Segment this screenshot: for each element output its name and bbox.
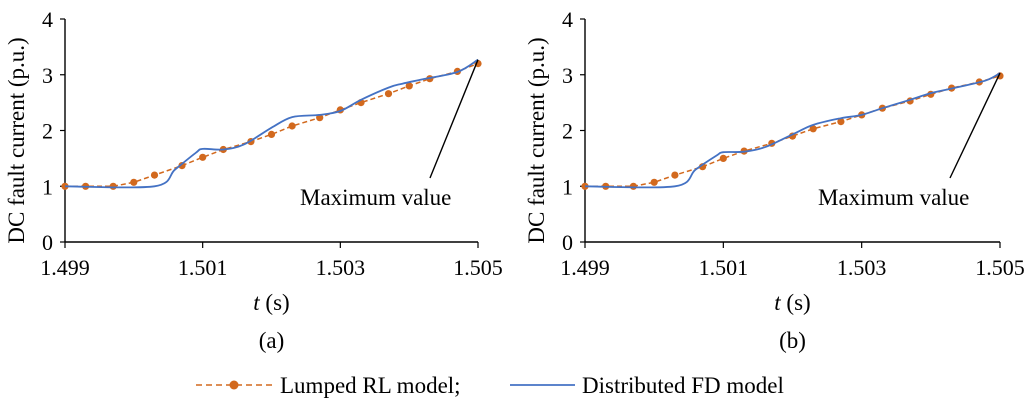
x-tick-label: 1.499 xyxy=(560,255,610,280)
annotation-label: Maximum value xyxy=(300,185,451,210)
y-tick-label: 3 xyxy=(562,63,573,88)
lumped-rl-series-line xyxy=(585,75,1001,188)
x-axis-label: t (s) xyxy=(774,290,810,315)
y-tick-label: 3 xyxy=(42,63,53,88)
x-axis-label-unit: (s) xyxy=(260,290,290,315)
y-tick-label: 2 xyxy=(42,119,53,144)
lumped-rl-series-line xyxy=(65,62,479,188)
x-tick-label: 1.503 xyxy=(316,255,366,280)
annotation-pointer-line xyxy=(949,72,1001,179)
annotation-pointer-line xyxy=(429,59,479,179)
lumped-rl-point xyxy=(130,178,138,186)
x-axis-label-variable: t xyxy=(253,290,260,315)
lumped-rl-point xyxy=(199,153,207,161)
x-tick-label: 1.499 xyxy=(40,255,90,280)
lumped-rl-point xyxy=(109,182,117,190)
panels: 0 1 2 3 4 1.499 1.501 1.503 1.505 DC fault curren… xyxy=(4,7,1025,353)
y-tick-label: 2 xyxy=(562,119,573,144)
lumped-rl-point xyxy=(267,130,276,138)
chart-panel-b: 0 1 2 3 4 1.499 1.501 1.503 1.505 DC fault curren… xyxy=(524,7,1025,353)
lumped-rl-point xyxy=(405,82,413,90)
x-tick-label: 1.501 xyxy=(699,255,749,280)
lumped-rl-point xyxy=(809,125,817,133)
x-tick-label: 1.501 xyxy=(178,255,228,280)
y-tick-label: 4 xyxy=(562,7,573,32)
legend-lumped-marker xyxy=(229,380,239,390)
lumped-rl-point xyxy=(650,178,658,186)
distributed-fd-series-line xyxy=(584,72,1001,189)
y-tick-label: 1 xyxy=(42,174,53,199)
y-tick-label: 4 xyxy=(42,7,53,32)
lumped-rl-point xyxy=(719,154,727,162)
lumped-rl-point xyxy=(288,122,296,130)
lumped-rl-point xyxy=(178,162,186,170)
lumped-rl-point xyxy=(837,118,845,126)
legend: Lumped RL model; Distributed FD model xyxy=(196,373,784,398)
x-axis-label: t (s) xyxy=(253,290,289,315)
y-tick-label: 0 xyxy=(562,230,573,255)
legend-lumped-label: Lumped RL model; xyxy=(280,373,461,398)
lumped-rl-point xyxy=(671,171,679,179)
chart-panel-a: 0 1 2 3 4 1.499 1.501 1.503 1.505 DC fault curren… xyxy=(4,7,503,353)
y-axis-label: DC fault current (p.u.) xyxy=(4,37,29,243)
y-tick-label: 1 xyxy=(562,174,573,199)
panel-label: (b) xyxy=(779,328,806,353)
x-tick-label: 1.505 xyxy=(975,255,1025,280)
x-axis-label-unit: (s) xyxy=(781,290,811,315)
lumped-rl-point xyxy=(384,90,393,98)
y-axis-label: DC fault current (p.u.) xyxy=(524,37,549,243)
x-tick-label: 1.503 xyxy=(837,255,887,280)
x-axis-label-variable: t xyxy=(774,290,781,315)
lumped-rl-point xyxy=(150,171,159,179)
x-tick-label: 1.505 xyxy=(453,255,503,280)
legend-distributed-label: Distributed FD model xyxy=(582,373,784,398)
annotation-label: Maximum value xyxy=(818,185,969,210)
distributed-fd-series-line xyxy=(64,58,479,189)
y-tick-label: 0 xyxy=(42,230,53,255)
panel-label: (a) xyxy=(259,328,285,353)
lumped-rl-point xyxy=(629,182,638,190)
